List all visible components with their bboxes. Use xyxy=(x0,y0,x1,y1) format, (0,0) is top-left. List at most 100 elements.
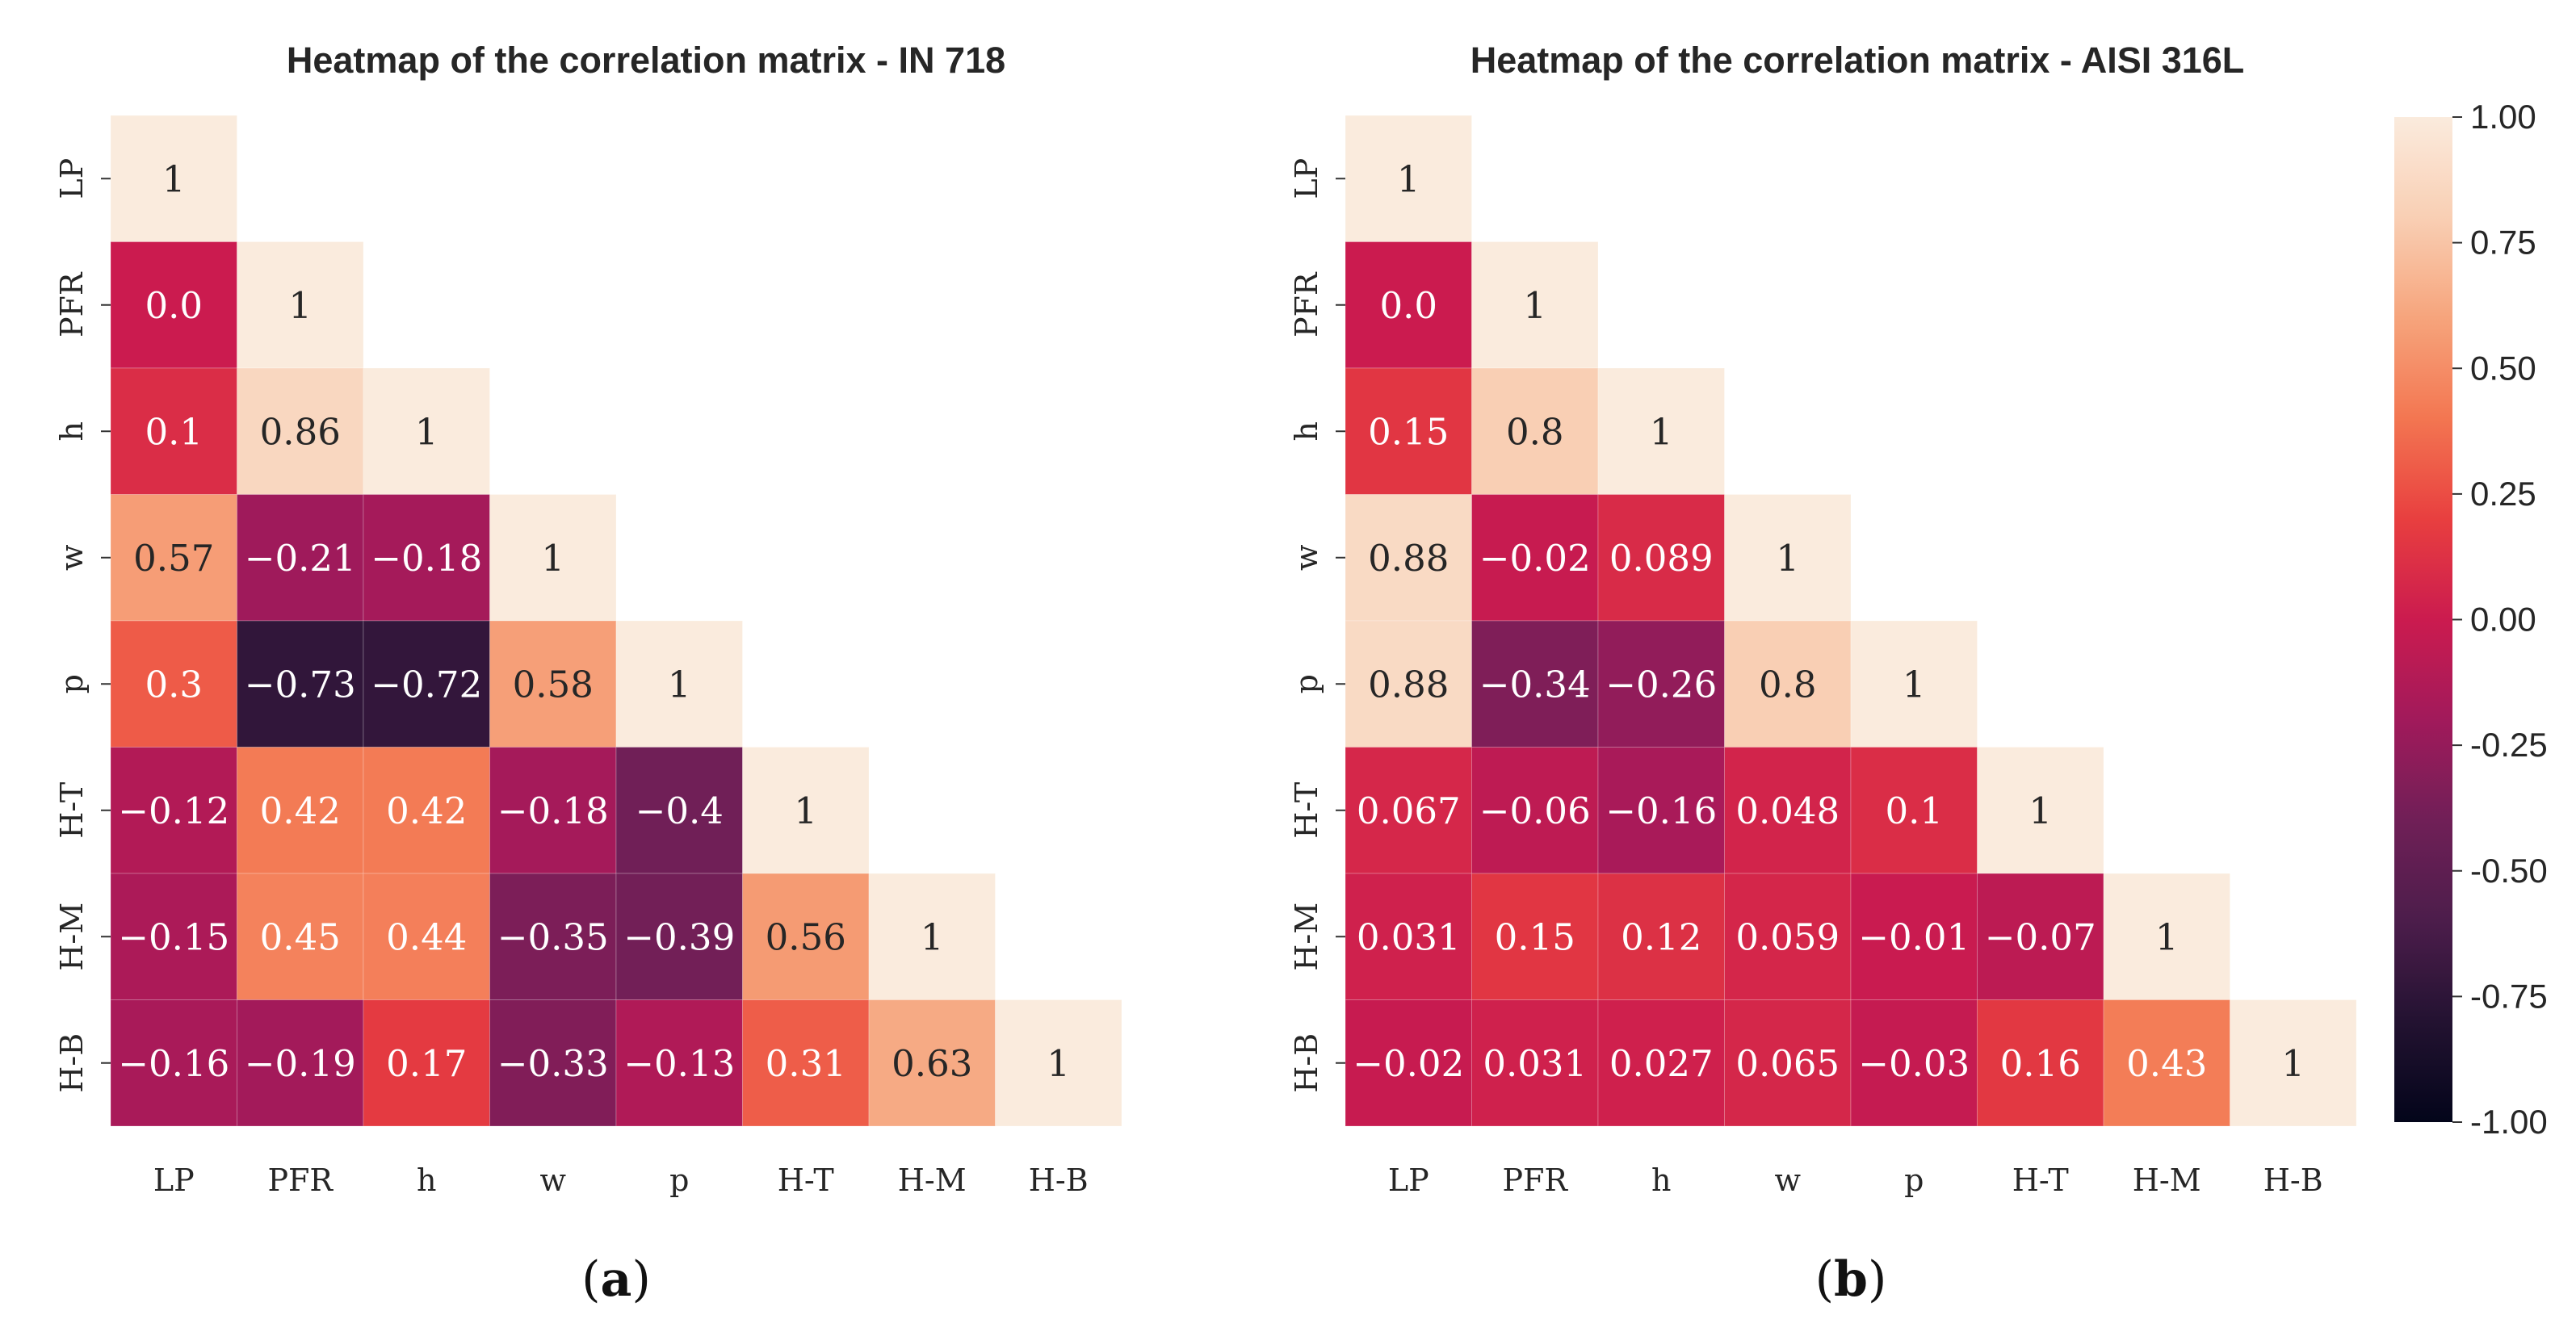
heatmap-cell-H-T-p xyxy=(1850,747,1978,874)
panel-label-letter: b xyxy=(1834,1251,1868,1308)
panel-label: (a) xyxy=(581,1251,651,1308)
heatmap-cell-p-p xyxy=(1850,620,1978,748)
heatmap-cell-PFR-PFR xyxy=(237,241,364,369)
heatmap-cell-p-w xyxy=(489,620,617,748)
heatmap-cell-H-T-LP xyxy=(1345,747,1472,874)
y-tick-label-PFR: PFR xyxy=(54,271,90,337)
colorbar-tick-label: 0.75 xyxy=(2470,224,2536,262)
heatmap-cell-H-T-w xyxy=(1724,747,1852,874)
heatmap-cell-h-h xyxy=(1597,367,1725,495)
cell-value-label: 1 xyxy=(1776,537,1799,580)
heatmap-cell-H-B-H-M xyxy=(2103,999,2230,1127)
heatmap-cell-H-M-p xyxy=(615,873,743,1000)
y-tick-label-H-B: H-B xyxy=(1289,1033,1324,1093)
cell-value-label: 0.8 xyxy=(1506,410,1564,453)
cell-value-label: −0.02 xyxy=(1353,1042,1464,1085)
cell-value-label: 0.42 xyxy=(260,790,341,832)
colorbar-tick-label: -0.25 xyxy=(2470,726,2548,764)
x-tick-label-LP: LP xyxy=(1388,1162,1429,1198)
cell-value-label: 0.8 xyxy=(1759,663,1817,706)
x-tick-label-H-M: H-M xyxy=(2133,1162,2201,1198)
cell-value-label: 1 xyxy=(1047,1042,1070,1085)
cell-value-label: −0.18 xyxy=(371,537,482,580)
heatmap-cell-p-PFR xyxy=(237,620,364,748)
cell-value-label: −0.39 xyxy=(623,915,735,958)
panel-label-open: ( xyxy=(581,1251,600,1308)
cell-value-label: 1 xyxy=(288,284,312,327)
heatmap-cell-p-PFR xyxy=(1471,620,1599,748)
cell-value-label: −0.15 xyxy=(118,915,229,958)
colorbar-gradient xyxy=(2394,117,2452,1122)
panel-label-close: ) xyxy=(631,1251,650,1308)
panel-label: (b) xyxy=(1815,1251,1887,1308)
cell-value-label: 0.57 xyxy=(133,537,214,580)
cell-value-label: −0.26 xyxy=(1605,663,1717,706)
y-tick-label-LP: LP xyxy=(54,158,90,199)
cell-value-label: −0.33 xyxy=(497,1042,609,1085)
cell-value-label: 0.048 xyxy=(1735,790,1840,832)
cell-value-label: 0.031 xyxy=(1483,1042,1587,1085)
heatmap-cell-p-p xyxy=(615,620,743,748)
heatmap-cell-H-B-H-B xyxy=(2230,999,2357,1127)
cell-value-label: −0.02 xyxy=(1479,537,1591,580)
cell-value-label: 0.43 xyxy=(2126,1042,2207,1085)
chart-title: Heatmap of the correlation matrix - AISI… xyxy=(1471,40,2245,81)
cell-value-label: 0.065 xyxy=(1735,1042,1840,1085)
x-tick-label-H-B: H-B xyxy=(1029,1162,1089,1198)
heatmap-cell-H-M-PFR xyxy=(1471,873,1599,1000)
cell-value-label: 1 xyxy=(541,537,564,580)
cell-value-label: 0.031 xyxy=(1357,915,1461,958)
colorbar-tick-label: -0.50 xyxy=(2470,852,2548,890)
heatmap-cell-H-B-H-T xyxy=(742,999,870,1127)
cell-value-label: 0.58 xyxy=(513,663,594,706)
cell-value-label: 1 xyxy=(2281,1042,2305,1085)
heatmap-cell-LP-LP xyxy=(1345,115,1472,242)
heatmap-cell-LP-LP xyxy=(110,115,237,242)
heatmap-cell-H-M-H-M xyxy=(868,873,996,1000)
y-tick-label-p: p xyxy=(54,674,90,693)
cell-value-label: 1 xyxy=(668,663,691,706)
y-tick-label-h: h xyxy=(1289,421,1324,441)
heatmap-cell-p-LP xyxy=(1345,620,1472,748)
heatmap-cell-H-T-h xyxy=(1597,747,1725,874)
colorbar-tick-label: 0.00 xyxy=(2470,601,2536,639)
heatmap-cell-H-T-w xyxy=(489,747,617,874)
heatmap-cell-PFR-LP xyxy=(1345,241,1472,369)
y-tick-label-H-T: H-T xyxy=(54,782,90,839)
heatmap-cell-H-T-PFR xyxy=(1471,747,1599,874)
panel-label-close: ) xyxy=(1868,1251,1886,1308)
heatmap-cell-w-PFR xyxy=(1471,494,1599,622)
heatmap-cell-h-PFR xyxy=(1471,367,1599,495)
heatmap-cell-H-M-PFR xyxy=(237,873,364,1000)
cell-value-label: −0.18 xyxy=(497,790,609,832)
heatmap-cell-w-LP xyxy=(110,494,237,622)
cell-value-label: 0.63 xyxy=(892,1042,972,1085)
x-tick-label-PFR: PFR xyxy=(1502,1162,1568,1198)
cell-value-label: 1 xyxy=(162,157,186,200)
cell-value-label: 0.86 xyxy=(260,410,341,453)
cell-value-label: 0.3 xyxy=(145,663,203,706)
cell-value-label: 1 xyxy=(1523,284,1546,327)
cell-value-label: 0.089 xyxy=(1609,537,1714,580)
cell-value-label: 0.15 xyxy=(1368,410,1449,453)
cell-value-label: 1 xyxy=(1650,410,1673,453)
x-tick-label-PFR: PFR xyxy=(267,1162,334,1198)
heatmap-cell-H-M-p xyxy=(1850,873,1978,1000)
colorbar-tick-label: 1.00 xyxy=(2470,98,2536,136)
heatmap-cell-H-B-p xyxy=(1850,999,1978,1127)
heatmap-cell-H-M-w xyxy=(1724,873,1852,1000)
cell-value-label: 0.31 xyxy=(766,1042,846,1085)
y-tick-label-H-M: H-M xyxy=(1289,903,1324,971)
cell-value-label: 1 xyxy=(2028,790,2052,832)
heatmap-cell-H-T-H-T xyxy=(1977,747,2104,874)
heatmap-cell-H-B-h xyxy=(363,999,490,1127)
cell-value-label: 1 xyxy=(1397,157,1420,200)
colorbar-tick-label: -1.00 xyxy=(2470,1103,2548,1141)
y-tick-label-h: h xyxy=(54,421,90,441)
cell-value-label: 0.44 xyxy=(386,915,467,958)
cell-value-label: 0.42 xyxy=(386,790,467,832)
heatmap-cell-H-M-H-T xyxy=(742,873,870,1000)
x-tick-label-H-M: H-M xyxy=(898,1162,967,1198)
cell-value-label: −0.07 xyxy=(1985,915,2096,958)
cell-value-label: 0.0 xyxy=(145,284,203,327)
